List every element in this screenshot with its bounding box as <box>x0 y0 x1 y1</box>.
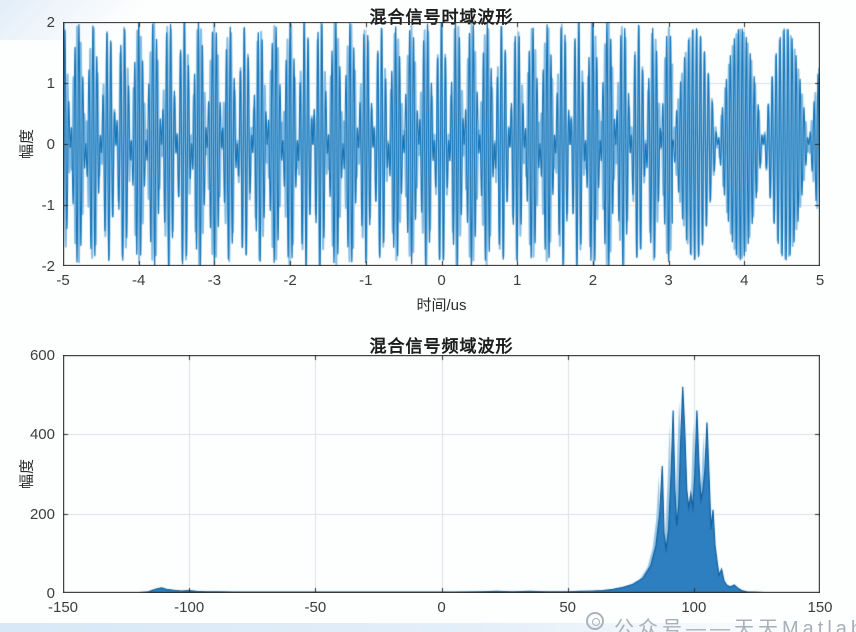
x-tick-label: 50 <box>559 599 576 616</box>
x-tick-label: -50 <box>304 599 327 616</box>
watermark: 公众号——天天Matlab <box>586 612 856 632</box>
x-tick-label: -3 <box>207 272 222 289</box>
freq-plot-title: 混合信号频域波形 <box>369 337 514 356</box>
x-tick-label: -5 <box>56 272 70 289</box>
y-tick-label: 0 <box>46 585 55 602</box>
y-tick-label: 200 <box>29 505 55 523</box>
x-tick-label: -2 <box>283 272 297 289</box>
y-tick-label: 0 <box>46 136 55 153</box>
watermark-logo-icon <box>586 612 604 630</box>
y-tick-label: 600 <box>29 347 55 364</box>
x-tick-label: -150 <box>47 599 79 616</box>
y-tick-label: 400 <box>29 426 55 444</box>
y-tick-label: 2 <box>46 14 55 31</box>
x-tick-label: 3 <box>664 272 673 289</box>
freq-plot-y-axis-label: 幅度 <box>18 458 36 490</box>
x-tick-label: 2 <box>588 272 598 289</box>
time-domain-plot <box>63 22 820 266</box>
y-tick-label: -2 <box>41 258 55 275</box>
frequency-domain-plot <box>63 355 820 593</box>
watermark-text: 公众号——天天Matlab <box>614 618 856 632</box>
x-tick-label: -100 <box>174 599 205 616</box>
time-plot-x-axis-label: 时间/us <box>416 297 467 314</box>
x-tick-label: 100 <box>681 599 707 616</box>
x-tick-label: 4 <box>740 272 749 289</box>
x-tick-label: -1 <box>359 272 373 289</box>
x-tick-label: -4 <box>132 272 146 289</box>
x-tick-label: 5 <box>815 272 825 289</box>
x-tick-label: 1 <box>513 272 522 289</box>
x-tick-label: 0 <box>437 272 446 289</box>
y-tick-label: -1 <box>41 197 55 214</box>
y-tick-label: 1 <box>46 75 55 92</box>
x-tick-label: 150 <box>807 599 833 616</box>
x-tick-label: 0 <box>437 599 446 616</box>
